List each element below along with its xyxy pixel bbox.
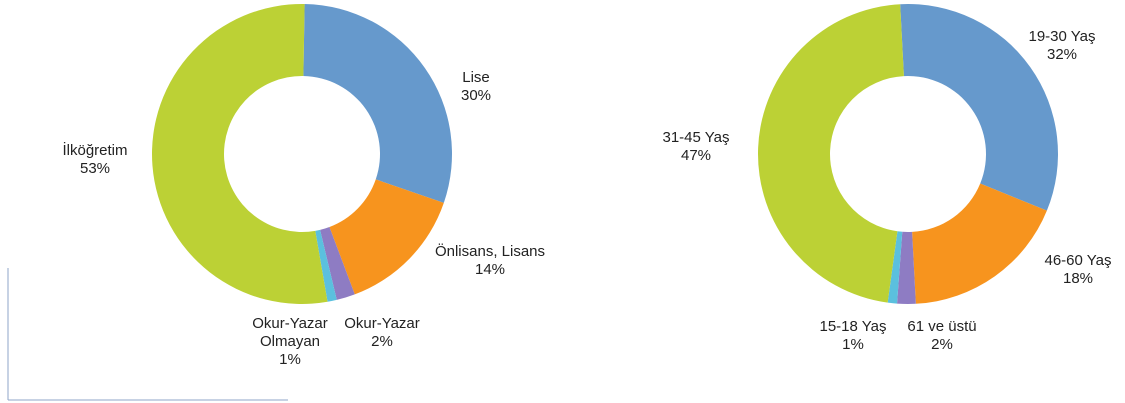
data-label-value: 47%	[681, 147, 711, 164]
data-label-category: 61 ve üstü	[907, 318, 976, 335]
slice-31-45-yas	[758, 4, 904, 303]
slice-61-ve-ustu	[897, 231, 916, 304]
data-label-value: 14%	[475, 261, 505, 278]
data-label-onlisans-lisans: Önlisans, Lisans 14%	[435, 242, 545, 278]
data-label-value: 1%	[842, 336, 864, 353]
data-label-value: 53%	[80, 160, 110, 177]
data-label-category: 31-45 Yaş	[663, 129, 730, 146]
data-label-15-18-yas: 15-18 Yaş 1%	[820, 318, 887, 353]
education-donut-chart: Lise 30%Önlisans, Lisans 14%Okur-Yazar 2%Ok…	[62, 4, 545, 368]
data-label-category: İlköğretim	[62, 141, 127, 159]
data-label-46-60-yas: 46-60 Yaş 18%	[1045, 252, 1112, 287]
data-label-category: 15-18 Yaş	[820, 318, 887, 335]
data-label-category: 46-60 Yaş	[1045, 252, 1112, 269]
slice-okur-yazar	[320, 227, 355, 300]
data-label-61-ve-ustu: 61 ve üstü 2%	[907, 318, 976, 353]
data-label-lise: Lise 30%	[461, 69, 491, 104]
data-label-value: 18%	[1063, 270, 1093, 287]
data-label-category: Lise	[462, 69, 490, 86]
slice-46-60-yas	[912, 183, 1047, 304]
slice-ilkogretim	[152, 4, 328, 304]
data-label-okur-yazar-olmayan: Okur-Yazar Olmayan 1%	[252, 315, 328, 368]
data-label-19-30-yas: 19-30 Yaş 32%	[1029, 28, 1096, 63]
data-label-31-45-yas: 31-45 Yaş 47%	[663, 129, 730, 164]
data-label-category: 19-30 Yaş	[1029, 28, 1096, 45]
data-label-value: 2%	[931, 336, 953, 353]
data-label-category: Önlisans, Lisans	[435, 242, 545, 260]
data-label-value: 30%	[461, 87, 491, 104]
slice-lise	[303, 4, 453, 203]
age-donut-chart: 19-30 Yaş 32% 46-60 Yaş 18% 61 ve üstü 2% 15-1…	[663, 3, 1112, 353]
data-label-category: Okur-Yazar	[344, 315, 420, 332]
data-label-value: 1%	[279, 351, 301, 368]
slice-okur-yazar-olmayan	[315, 229, 337, 302]
data-label-value: 2%	[371, 333, 393, 350]
slice-onlisans-lisans	[329, 179, 444, 295]
slice-19-30-yas	[900, 3, 1059, 211]
data-label-value: 32%	[1047, 46, 1077, 63]
data-label-okur-yazar: Okur-Yazar 2%	[344, 315, 420, 350]
slice-15-18-yas	[887, 231, 903, 304]
data-label-category: Olmayan	[260, 333, 320, 350]
data-label-category: Okur-Yazar	[252, 315, 328, 332]
data-label-ilkogretim: İlköğretim 53%	[62, 141, 127, 177]
